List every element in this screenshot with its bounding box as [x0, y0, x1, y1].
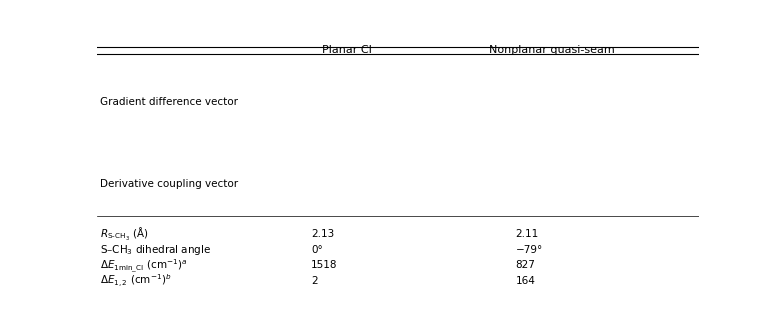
- Text: 827: 827: [516, 260, 535, 270]
- Text: 2: 2: [311, 276, 318, 286]
- Text: 2.13: 2.13: [311, 229, 334, 239]
- Text: 1518: 1518: [311, 260, 337, 270]
- Text: 2.11: 2.11: [516, 229, 539, 239]
- Text: Planar CI: Planar CI: [322, 45, 372, 55]
- Text: −79°: −79°: [516, 245, 543, 255]
- Text: $\Delta E_{1,2}$ (cm$^{-1}$)$^{b}$: $\Delta E_{1,2}$ (cm$^{-1}$)$^{b}$: [100, 272, 172, 289]
- Text: S–CH$_3$ dihedral angle: S–CH$_3$ dihedral angle: [100, 243, 211, 257]
- Text: Nonplanar quasi-seam: Nonplanar quasi-seam: [489, 45, 615, 55]
- Text: Derivative coupling vector: Derivative coupling vector: [100, 179, 239, 189]
- Text: $\Delta E_{1\mathrm{min\_CI}}$ (cm$^{-1}$)$^{a}$: $\Delta E_{1\mathrm{min\_CI}}$ (cm$^{-1}…: [100, 257, 187, 274]
- Text: $R_{\mathrm{S\text{-}CH}_3}$ (Å): $R_{\mathrm{S\text{-}CH}_3}$ (Å): [100, 226, 148, 243]
- Text: 164: 164: [516, 276, 535, 286]
- Text: Gradient difference vector: Gradient difference vector: [100, 97, 238, 107]
- Text: 0°: 0°: [311, 245, 322, 255]
